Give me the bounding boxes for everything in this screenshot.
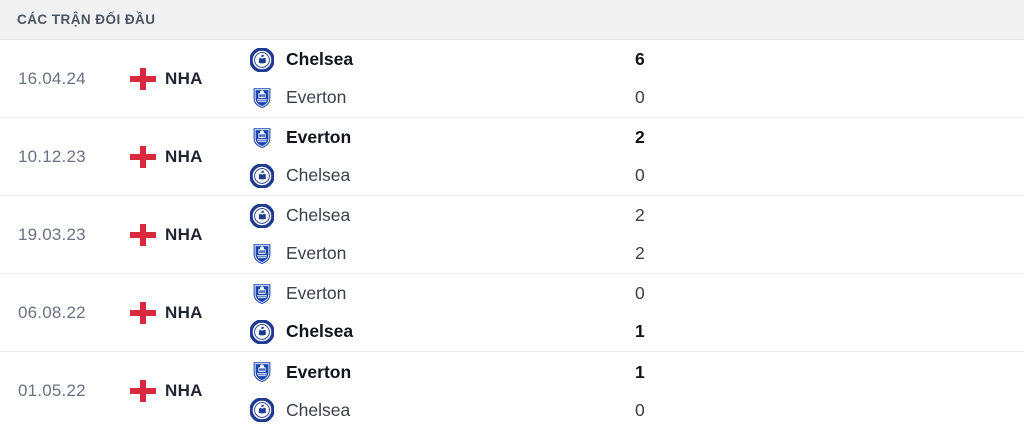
away-team-score: 0 xyxy=(635,165,645,185)
teams-cell: Chelsea Everton xyxy=(245,46,577,109)
match-date-cell: 06.08.22 xyxy=(0,303,130,323)
scores-cell: 6 0 xyxy=(577,49,697,109)
table-row[interactable]: 10.12.23 NHA Everton Chelsea 2 0 xyxy=(0,118,1024,196)
scores-cell: 0 1 xyxy=(577,283,697,343)
teams-cell: Everton Chelsea xyxy=(245,127,577,189)
home-team-line[interactable]: Chelsea xyxy=(249,46,577,73)
table-row[interactable]: 19.03.23 NHA Chelsea Everton 2 2 xyxy=(0,196,1024,274)
away-team-score: 2 xyxy=(635,243,645,263)
home-team-score: 0 xyxy=(635,283,645,303)
england-flag-icon xyxy=(130,380,156,402)
away-team-crest-icon xyxy=(249,397,275,423)
table-row[interactable]: 01.05.22 NHA Everton Chelsea 1 0 xyxy=(0,352,1024,430)
match-date: 19.03.23 xyxy=(18,224,86,244)
match-date-cell: 01.05.22 xyxy=(0,381,130,401)
home-team-crest-icon xyxy=(249,202,275,229)
home-team-crest-icon xyxy=(249,46,275,73)
away-team-score: 0 xyxy=(635,87,645,107)
away-team-name: Chelsea xyxy=(286,165,351,185)
england-flag-icon xyxy=(130,223,156,246)
home-team-score: 2 xyxy=(635,127,645,147)
home-team-line[interactable]: Everton xyxy=(250,127,577,149)
scores-cell: 1 0 xyxy=(577,361,697,421)
away-team-crest-icon xyxy=(249,318,275,345)
home-team-name: Chelsea xyxy=(286,49,354,69)
scores-cell: 2 0 xyxy=(577,127,697,187)
away-team-crest-icon xyxy=(250,242,274,266)
home-team-line[interactable]: Everton xyxy=(250,361,577,383)
match-date: 01.05.22 xyxy=(18,381,86,400)
home-team-score: 1 xyxy=(635,361,645,382)
away-team-line[interactable]: Chelsea xyxy=(249,162,577,189)
home-team-name: Chelsea xyxy=(286,205,351,225)
competition-cell: NHA xyxy=(130,380,245,402)
home-team-crest-icon xyxy=(250,126,274,150)
teams-cell: Everton Chelsea xyxy=(245,283,577,345)
away-team-line[interactable]: Chelsea xyxy=(249,397,577,423)
teams-cell: Chelsea Everton xyxy=(245,202,577,265)
away-team-name: Everton xyxy=(286,243,347,263)
england-flag-icon xyxy=(130,301,156,324)
away-team-line[interactable]: Chelsea xyxy=(249,318,577,345)
home-team-crest-icon xyxy=(250,360,274,384)
away-team-line[interactable]: Everton xyxy=(250,87,577,109)
teams-cell: Everton Chelsea xyxy=(245,361,577,423)
away-team-crest-icon xyxy=(250,86,274,110)
home-team-name: Everton xyxy=(286,361,352,382)
page-title: CÁC TRẬN ĐỐI ĐẦU xyxy=(17,12,156,27)
home-team-name: Everton xyxy=(286,283,347,303)
panel-header: CÁC TRẬN ĐỐI ĐẦU xyxy=(0,0,1024,40)
away-team-score: 0 xyxy=(635,399,645,420)
match-list: 16.04.24 NHA Chelsea Everton 6 0 xyxy=(0,40,1024,430)
away-team-line[interactable]: Everton xyxy=(250,243,577,265)
competition-cell: NHA xyxy=(130,145,245,168)
scores-cell: 2 2 xyxy=(577,205,697,265)
home-team-crest-icon xyxy=(250,282,274,306)
home-team-line[interactable]: Everton xyxy=(250,283,577,305)
away-team-name: Chelsea xyxy=(286,399,351,420)
competition-label: NHA xyxy=(165,381,203,400)
home-team-score: 2 xyxy=(635,205,645,225)
competition-cell: NHA xyxy=(130,301,245,324)
match-date-cell: 19.03.23 xyxy=(0,225,130,245)
home-team-line[interactable]: Chelsea xyxy=(249,202,577,229)
england-flag-icon xyxy=(130,145,156,168)
away-team-score: 1 xyxy=(635,321,645,341)
match-date: 16.04.24 xyxy=(18,68,86,88)
competition-cell: NHA xyxy=(130,223,245,246)
match-date: 10.12.23 xyxy=(18,146,86,166)
competition-label: NHA xyxy=(165,224,203,244)
competition-label: NHA xyxy=(165,68,203,88)
table-row[interactable]: 16.04.24 NHA Chelsea Everton 6 0 xyxy=(0,40,1024,118)
table-row[interactable]: 06.08.22 NHA Everton Chelsea 0 1 xyxy=(0,274,1024,352)
away-team-name: Chelsea xyxy=(286,321,354,341)
away-team-name: Everton xyxy=(286,87,347,107)
competition-label: NHA xyxy=(165,146,203,166)
match-date-cell: 16.04.24 xyxy=(0,69,130,89)
match-date: 06.08.22 xyxy=(18,302,86,322)
home-team-name: Everton xyxy=(286,127,352,147)
away-team-crest-icon xyxy=(249,162,275,189)
competition-cell: NHA xyxy=(130,67,245,90)
match-date-cell: 10.12.23 xyxy=(0,147,130,167)
competition-label: NHA xyxy=(165,302,203,322)
england-flag-icon xyxy=(130,67,156,90)
home-team-score: 6 xyxy=(635,49,645,69)
